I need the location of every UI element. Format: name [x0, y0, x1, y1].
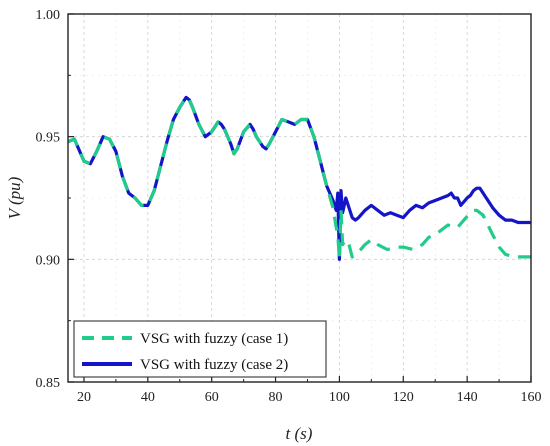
y-tick-label: 0.85 [36, 376, 61, 391]
y-tick-label: 0.90 [36, 253, 61, 268]
x-tick-label: 80 [269, 390, 283, 405]
y-tick-label: 0.95 [36, 131, 61, 146]
series-layer [67, 95, 531, 261]
x-tick-label: 40 [141, 390, 155, 405]
x-tick-label: 140 [457, 390, 478, 405]
legend-label-case-1: VSG with fuzzy (case 1) [140, 331, 288, 347]
legend-box [73, 320, 327, 378]
x-axis-label: t (s) [286, 424, 313, 443]
x-tick-labels: 20 40 60 80 100 120 140 160 [77, 390, 542, 405]
x-tick-label: 120 [393, 390, 414, 405]
legend-label-case-2: VSG with fuzzy (case 2) [140, 357, 288, 373]
x-tick-label: 20 [77, 390, 91, 405]
x-tick-label: 60 [205, 390, 219, 405]
x-tick-label: 100 [329, 390, 350, 405]
y-tick-labels: 0.85 0.90 0.95 1.00 [36, 8, 61, 391]
tick-marks [68, 13, 532, 383]
x-tick-label: 160 [521, 390, 542, 405]
y-axis-label: V (pu) [5, 176, 24, 219]
y-tick-label: 1.00 [36, 8, 61, 23]
series-line-case-1 [67, 95, 531, 261]
legend: VSG with fuzzy (case 1) VSG with fuzzy (… [73, 320, 327, 378]
